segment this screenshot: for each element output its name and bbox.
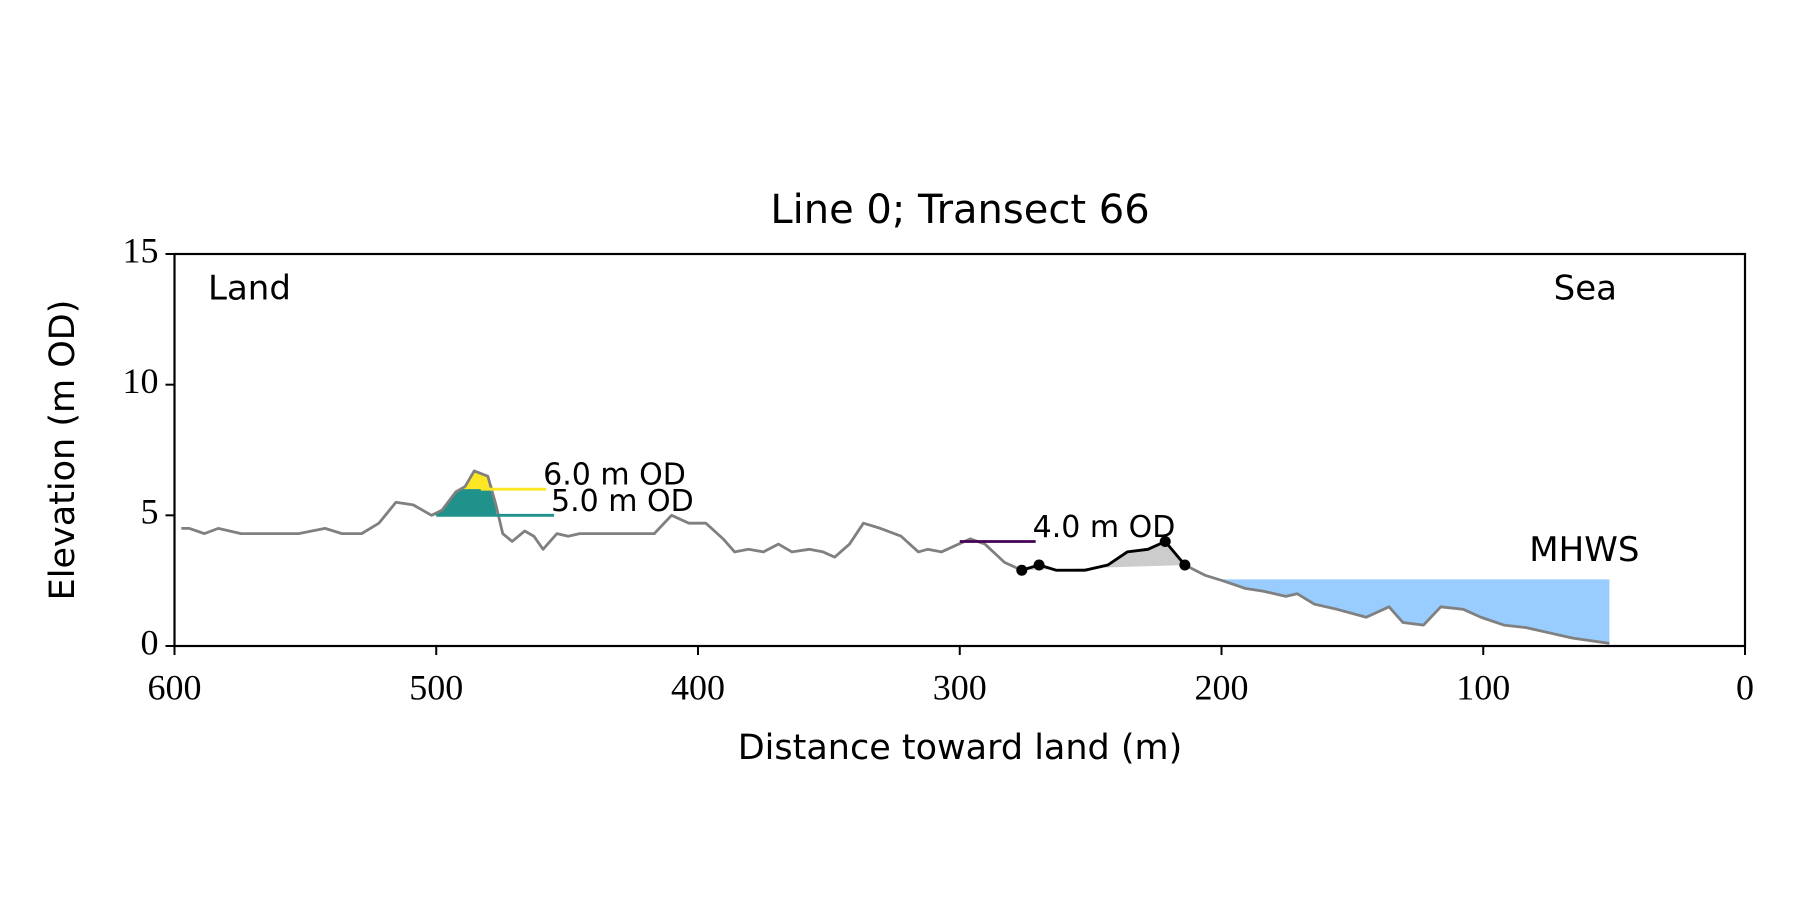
x-axis-label: Distance toward land (m) <box>738 728 1183 768</box>
y-axis-label: Elevation (m OD) <box>43 300 83 601</box>
dune-marker <box>1033 559 1045 571</box>
annotation: Land <box>208 269 291 309</box>
mhws-fill <box>1221 579 1610 644</box>
y-tick-label: 5 <box>141 492 159 532</box>
level-label: 5.0 m OD <box>551 484 694 519</box>
x-tick-label: 400 <box>671 667 725 707</box>
x-tick-label: 0 <box>1736 667 1754 707</box>
y-tick-label: 0 <box>141 622 159 662</box>
y-tick-label: 10 <box>123 361 159 401</box>
mhws-label: MHWS <box>1529 530 1639 570</box>
y-tick-label: 15 <box>123 230 159 270</box>
profile-line <box>181 469 1610 645</box>
x-tick-label: 100 <box>1456 667 1510 707</box>
x-tick-label: 600 <box>148 667 202 707</box>
dune-fill <box>1021 541 1185 571</box>
level-label: 4.0 m OD <box>1033 510 1176 545</box>
level-label: 6.0 m OD <box>543 458 686 493</box>
dune-marker <box>1016 564 1028 576</box>
dune-marker <box>1159 535 1171 547</box>
chart-title: Line 0; Transect 66 <box>770 187 1149 233</box>
dune-marker <box>1179 559 1191 571</box>
x-tick-label: 500 <box>409 667 463 707</box>
x-tick-label: 200 <box>1195 667 1249 707</box>
dune-line <box>1021 540 1186 572</box>
x-tick-label: 300 <box>933 667 987 707</box>
annotation: Sea <box>1554 269 1617 309</box>
